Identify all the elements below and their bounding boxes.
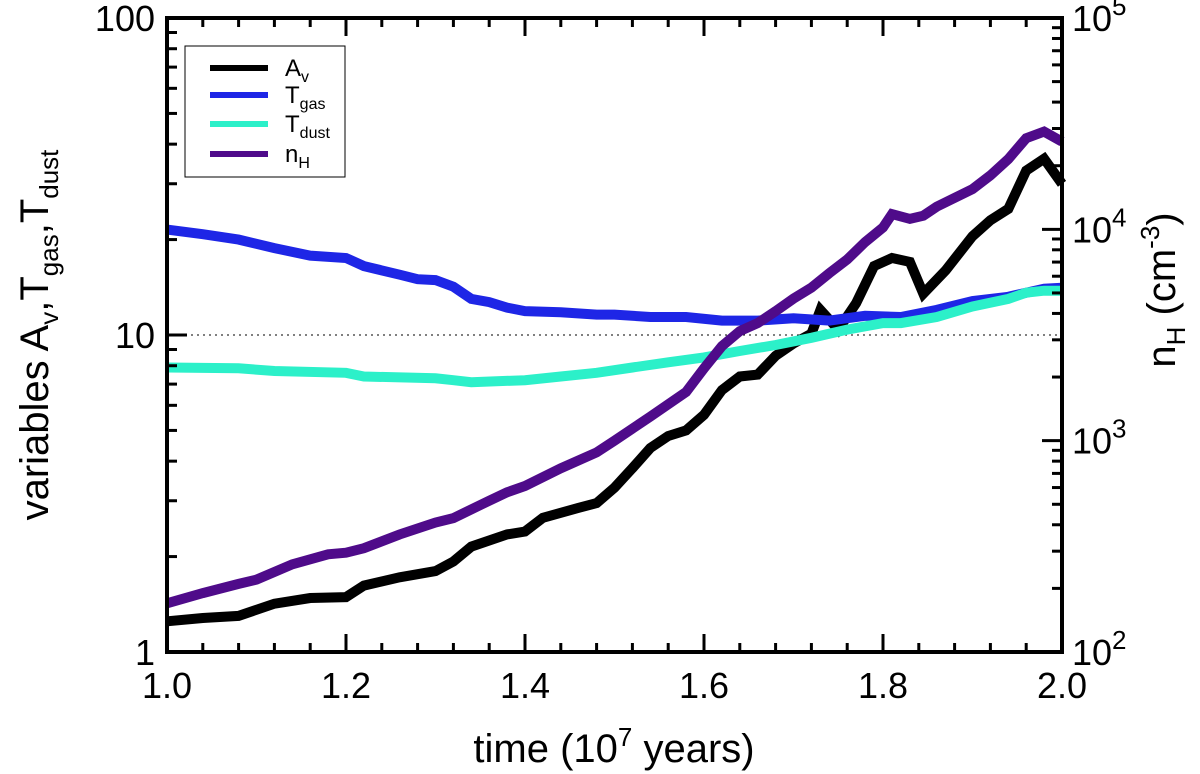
legend-item-tdust: Tdust	[210, 111, 330, 142]
y-right-tick-label: 102	[1072, 625, 1127, 673]
x-tick-label: 1.8	[858, 665, 908, 706]
y-left-title-sep1: ,T	[13, 276, 57, 312]
legend-item-nh: nH	[210, 141, 310, 172]
legend-label-av: Av	[285, 55, 309, 86]
y-left-tick-label: 10	[115, 315, 155, 356]
legend-label-tgas-sub: gas	[300, 96, 326, 113]
legend-label-tdust: Tdust	[285, 111, 330, 142]
ticks-layer	[165, 16, 1064, 654]
legend-label-nh: nH	[285, 141, 310, 172]
y-right-axis-title: nH (cm-3)	[1135, 212, 1191, 367]
legend-label-tgas: Tgas	[285, 82, 325, 113]
y-left-axis-title: variables Av,Tgas,Tdust	[13, 149, 64, 521]
y-right-title-end: )	[1140, 212, 1184, 225]
y-right-tick-label: 104	[1072, 202, 1127, 250]
y-left-tick-label: 100	[95, 0, 155, 39]
y-right-title-sub: H	[1161, 327, 1191, 346]
x-tick-label: 1.4	[500, 665, 550, 706]
y-left-title-sep2: ,T	[13, 199, 57, 235]
y-left-tick-label: 1	[135, 632, 155, 673]
x-tick-label: 1.2	[321, 665, 371, 706]
legend-label-tdust-sub: dust	[300, 125, 331, 142]
series-tdust-line	[166, 285, 1062, 388]
series-av-line	[166, 151, 1067, 627]
y-right-tick-label: 103	[1072, 414, 1127, 462]
y-left-title-sub-v: v	[34, 312, 64, 325]
labels-layer: 1.0 1.2 1.4 1.6 1.8 2.0 1 10 100 102 103 104 105	[95, 0, 1127, 706]
x-tick-label: 1.6	[679, 665, 729, 706]
y-left-title-sub-dust: dust	[34, 149, 64, 199]
y-left-title-sub-gas: gas	[34, 234, 64, 276]
legend-label-nh-sub: H	[298, 155, 310, 172]
series-nh-line	[165, 126, 1065, 609]
x-tick-label: 2.0	[1037, 665, 1087, 706]
legend: Av Tgas Tdust nH	[184, 45, 346, 178]
y-right-title-mid: (cm	[1140, 249, 1184, 327]
x-axis-title: time (107 years)	[473, 722, 754, 771]
series-tgas-line	[166, 224, 1063, 326]
series-layer	[165, 126, 1067, 627]
y-right-title-sup: -3	[1135, 226, 1165, 249]
x-axis-title-end: years)	[632, 727, 754, 771]
x-tick-label: 1.0	[142, 665, 192, 706]
legend-item-av: Av	[210, 55, 309, 86]
legend-label-av-sub: v	[301, 69, 309, 86]
x-axis-title-sup: 7	[618, 722, 632, 752]
legend-item-tgas: Tgas	[210, 82, 325, 113]
y-right-tick-label: 105	[1072, 0, 1127, 39]
